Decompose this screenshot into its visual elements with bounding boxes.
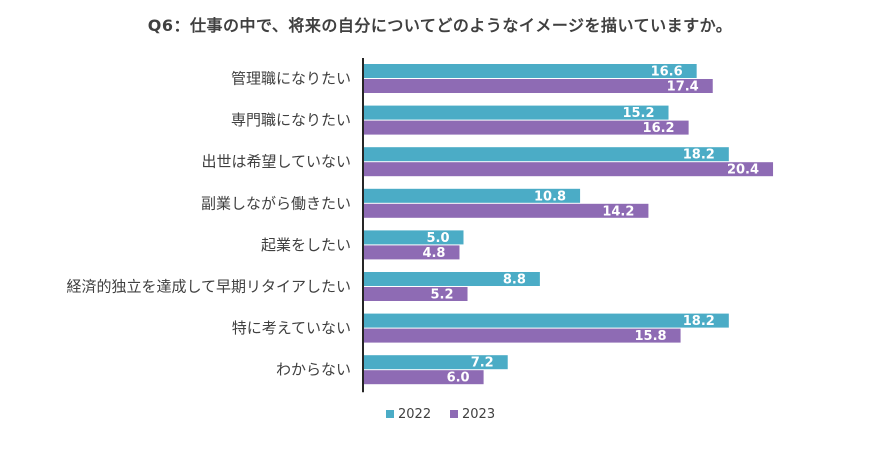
category-label: 管理職になりたい: [231, 70, 351, 88]
bar-2022: [363, 188, 581, 203]
bar-2023: [363, 162, 774, 177]
data-label-2022: 5.0: [426, 231, 449, 246]
category-label: わからない: [276, 361, 351, 379]
data-label-2023: 15.8: [635, 329, 667, 344]
bar-2022: [363, 230, 464, 245]
category-label: 副業しながら働きたい: [201, 194, 351, 212]
data-label-2023: 6.0: [447, 371, 470, 386]
legend-swatch-2022: [386, 410, 394, 418]
data-label-2022: 8.8: [503, 273, 526, 288]
data-label-2022: 18.2: [683, 148, 715, 163]
category-label: 経済的独立を達成して早期リタイアしたい: [66, 278, 351, 296]
data-label-2023: 14.2: [602, 204, 634, 219]
bar-2022: [363, 313, 729, 328]
data-label-2022: 10.8: [534, 189, 566, 204]
bar-2023: [363, 79, 713, 93]
data-label-2023: 17.4: [667, 80, 699, 95]
category-label: 起業をしたい: [261, 236, 351, 254]
bar-2022: [363, 272, 540, 286]
category-label: 出世は希望していない: [201, 153, 351, 171]
bar-2023: [363, 287, 468, 301]
bar-2023: [363, 328, 681, 343]
legend-label-2022: 2022: [398, 407, 431, 422]
data-label-2023: 4.8: [422, 246, 445, 261]
bar-2023: [363, 120, 689, 135]
bar-2022: [363, 355, 508, 370]
data-label-2023: 5.2: [430, 288, 453, 303]
data-label-2023: 20.4: [727, 163, 759, 178]
legend-label-2023: 2023: [462, 407, 495, 422]
data-label-2022: 18.2: [683, 314, 715, 329]
category-label: 専門職になりたい: [231, 111, 351, 129]
data-label-2023: 16.2: [643, 121, 675, 136]
bar-2023: [363, 370, 484, 385]
bar-2022: [363, 105, 669, 120]
data-label-2022: 16.6: [651, 65, 683, 80]
bar-2022: [363, 64, 697, 78]
data-label-2022: 7.2: [471, 356, 494, 371]
bar-2023: [363, 203, 649, 218]
bar-2022: [363, 147, 729, 162]
chart-title: Q6：仕事の中で、将来の自分についてどのようなイメージを描いていますか。: [147, 16, 733, 35]
data-label-2022: 15.2: [622, 106, 654, 121]
bar-2023: [363, 245, 460, 260]
legend-swatch-2023: [450, 410, 458, 418]
category-label: 特に考えていない: [232, 319, 351, 337]
